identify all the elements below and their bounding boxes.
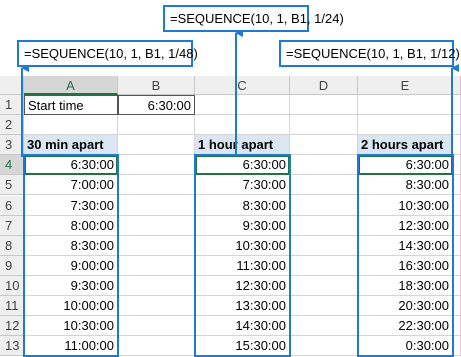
cell-text: 2 hours apart (358, 135, 453, 156)
cell (290, 95, 358, 116)
result-outline (23, 154, 119, 357)
cell (195, 95, 290, 116)
cell (24, 115, 118, 136)
result-outline (194, 154, 291, 357)
column-header: A (24, 76, 118, 95)
column-header: D (290, 76, 358, 95)
cell (290, 115, 358, 136)
row-header: 3 (0, 135, 24, 156)
cell (118, 115, 195, 136)
column-header: B (118, 76, 195, 95)
cell-text: 6:30:00 (118, 95, 195, 116)
row-header: 1 (0, 95, 24, 116)
formula-callout: =SEQUENCE(10, 1, B1, 1/48) (17, 40, 198, 67)
column-header: C (195, 76, 290, 95)
corner (0, 76, 24, 95)
formula-callout: =SEQUENCE(10, 1, B1, 1/24) (163, 5, 344, 32)
cell-text: Start time (24, 95, 118, 116)
result-outline (357, 154, 454, 357)
cell-text: 30 min apart (24, 135, 118, 156)
formula-callout: =SEQUENCE(10, 1, B1, 1/12) (279, 40, 460, 67)
cell (290, 135, 358, 156)
row-header: 10 (0, 275, 24, 296)
row-header: 2 (0, 115, 24, 136)
cell (118, 135, 195, 156)
cell (195, 115, 290, 136)
